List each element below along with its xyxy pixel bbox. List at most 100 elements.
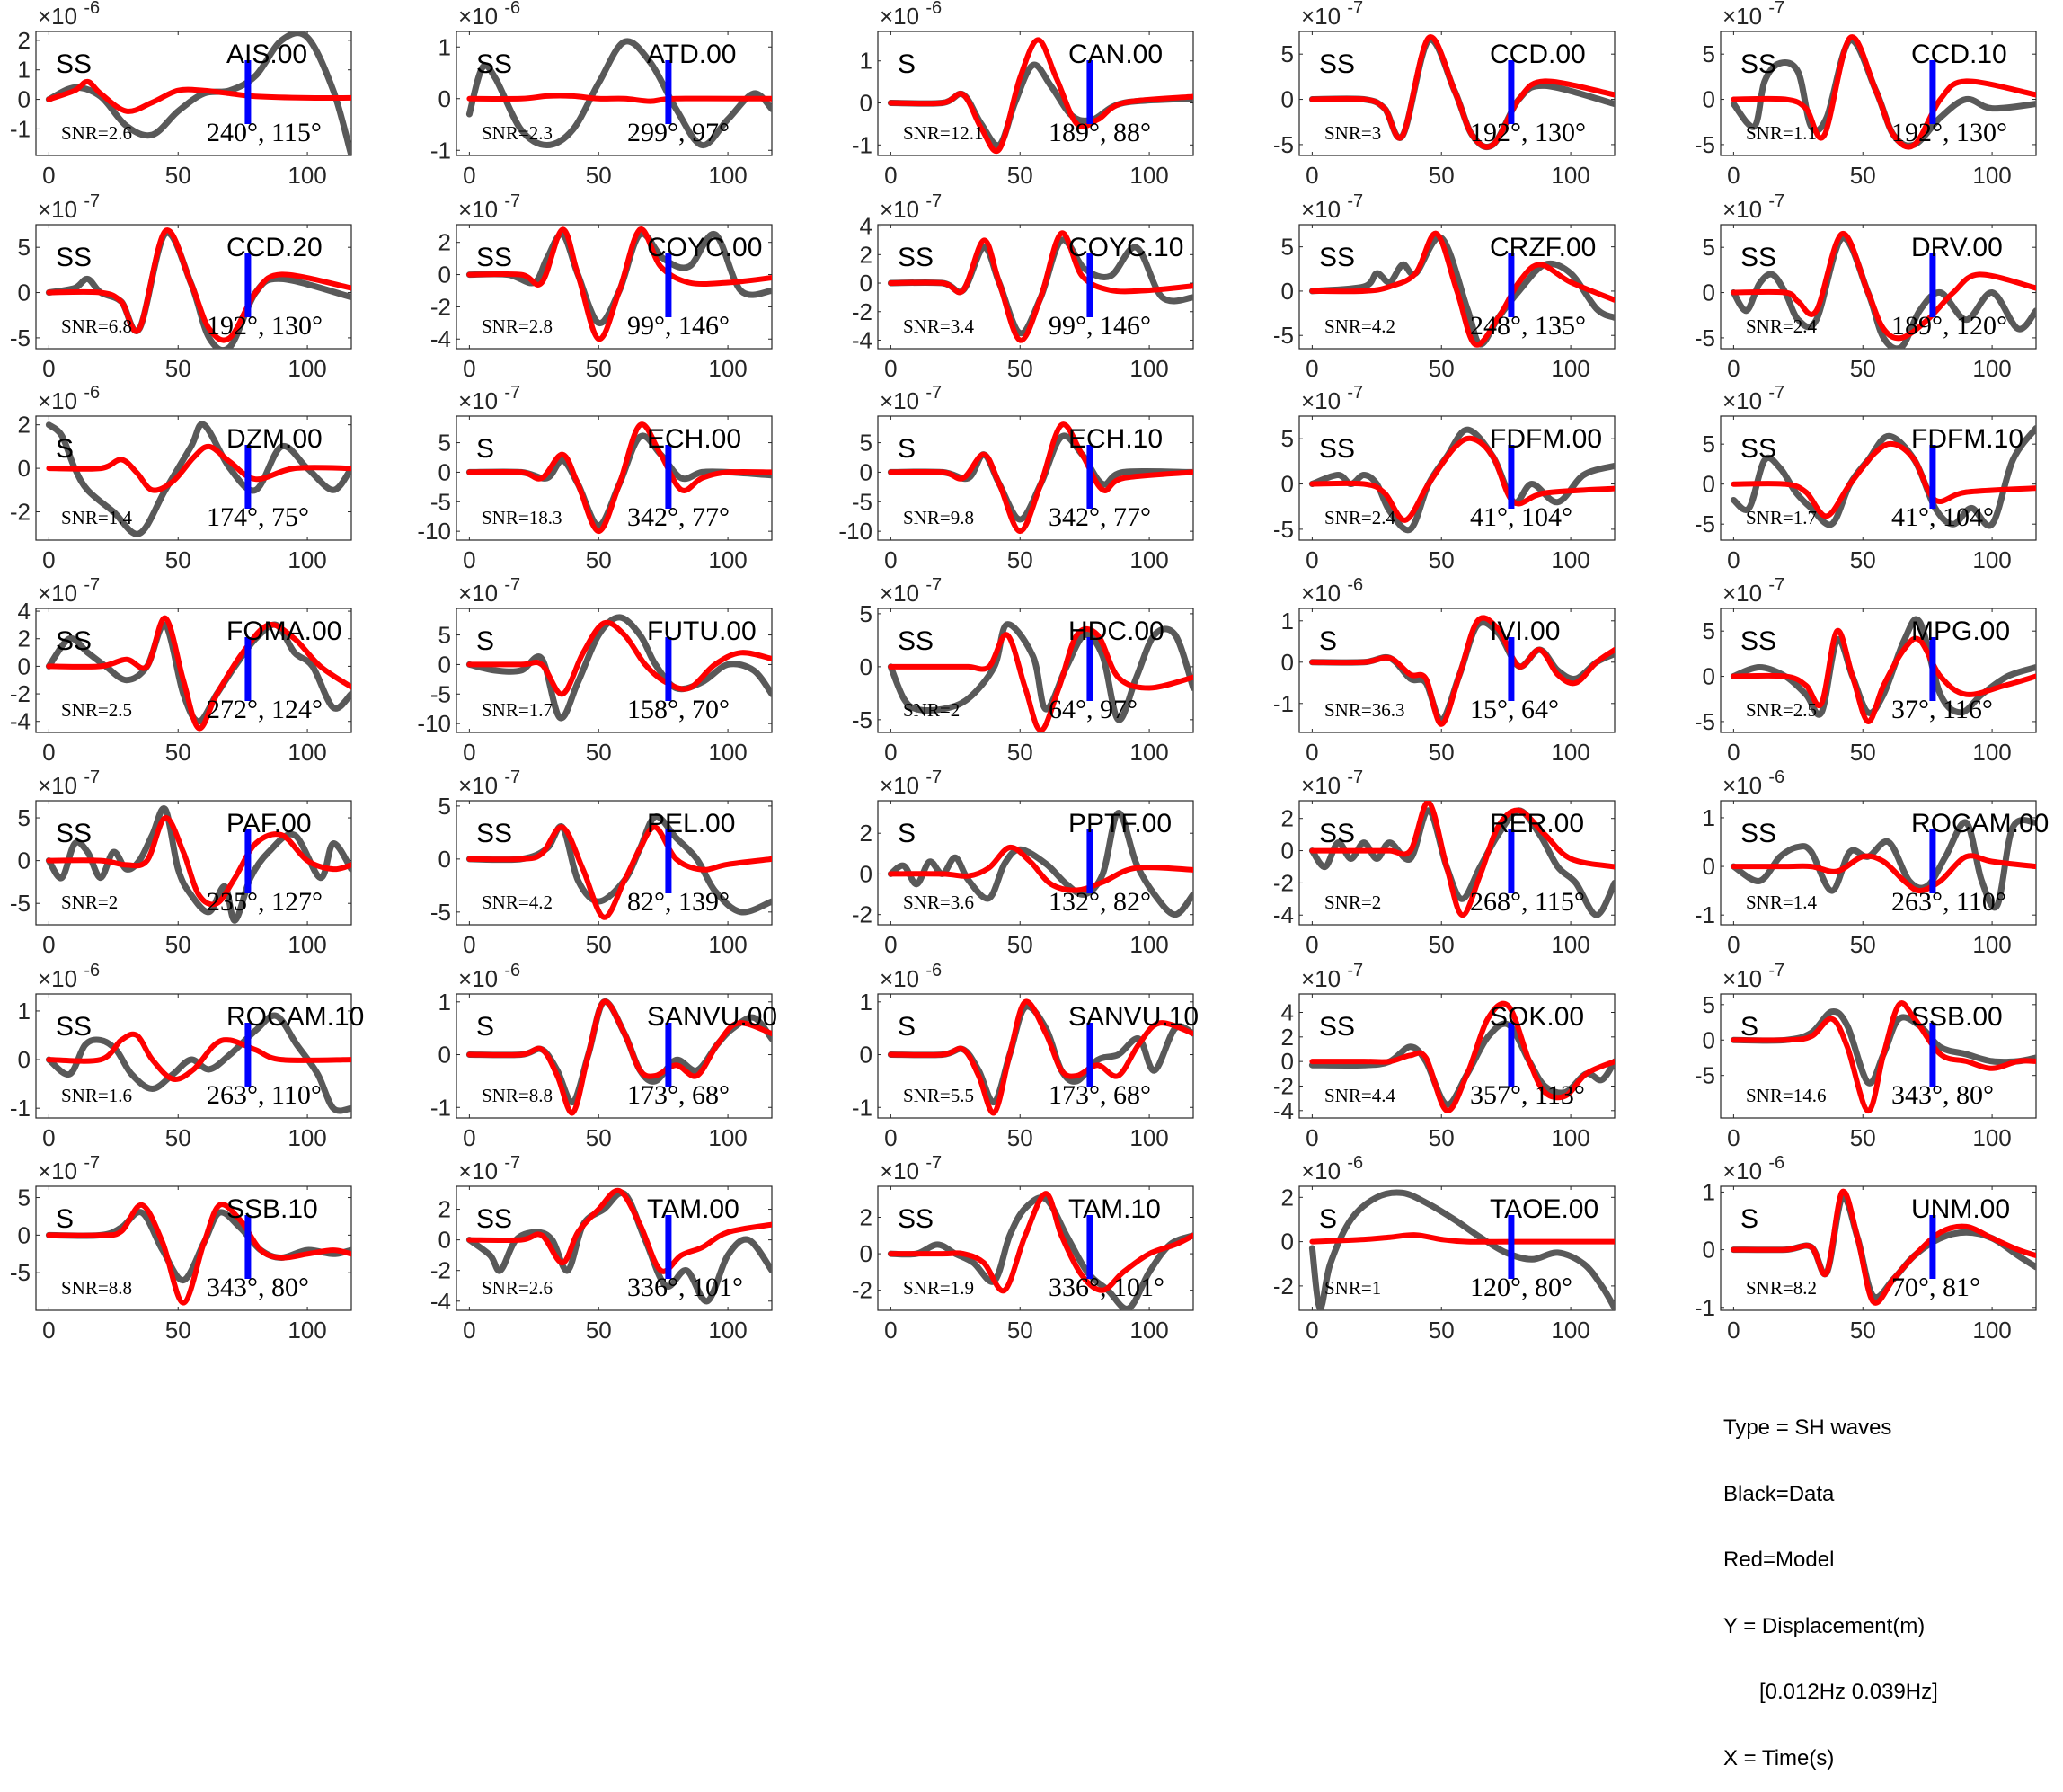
y-exponent-label: ×10 -7 bbox=[1301, 0, 1363, 30]
model-trace bbox=[888, 625, 1193, 732]
axes-box bbox=[877, 1185, 1194, 1311]
x-tick-label: 0 bbox=[1306, 1317, 1318, 1344]
y-tick-label: -2 bbox=[1273, 1273, 1294, 1300]
y-tick-label: 5 bbox=[1281, 40, 1294, 67]
y-tick-label: 1 bbox=[860, 989, 872, 1016]
snr-label: SNR=1.1 bbox=[1746, 122, 1817, 144]
phase-label: SS bbox=[1740, 626, 1776, 656]
axes-box bbox=[877, 31, 1194, 156]
y-tick-label: 0 bbox=[1281, 471, 1294, 498]
y-tick-label: 0 bbox=[18, 86, 31, 113]
data-trace bbox=[45, 421, 351, 537]
y-tick-label: -1 bbox=[852, 1094, 872, 1121]
y-exponent-value: -6 bbox=[504, 961, 520, 980]
y-tick-label: 0 bbox=[1703, 853, 1715, 880]
y-tick-label: 5 bbox=[438, 430, 451, 457]
azimuth-label: 174°, 75° bbox=[207, 502, 309, 532]
snr-label: SNR=1.9 bbox=[903, 1277, 974, 1299]
station-label: ATD.00 bbox=[647, 40, 736, 69]
x-tick-label: 100 bbox=[1129, 1317, 1168, 1344]
y-tick-label: -10 bbox=[417, 518, 451, 545]
x-tick-label: 0 bbox=[463, 1317, 475, 1344]
azimuth-label: 268°, 115° bbox=[1470, 887, 1585, 917]
panel-fdfm-00: 0 50 100 -5 0 5 ×10 -7 SS FDFM.00 SNR=2.4 41°, 104… bbox=[1273, 383, 1616, 573]
y-exponent-value: -7 bbox=[504, 1153, 520, 1173]
y-exponent-label: ×10 -6 bbox=[38, 383, 100, 414]
snr-label: SNR=1 bbox=[1324, 1277, 1381, 1299]
y-exponent-label: ×10 -7 bbox=[38, 767, 100, 799]
traces bbox=[887, 1191, 1193, 1310]
traces bbox=[1308, 426, 1615, 534]
station-label: CCD.10 bbox=[1911, 40, 2007, 69]
x-tick-label: 100 bbox=[1551, 1317, 1589, 1344]
x-tick-label: 0 bbox=[884, 931, 897, 958]
y-exponent-label: ×10 -7 bbox=[1722, 383, 1784, 414]
panel-ssb-10: 0 50 100 -5 0 5 ×10 -7 S SSB.10 SNR=8.8 343°, 80° bbox=[10, 1153, 352, 1344]
axes-box bbox=[877, 993, 1194, 1119]
snr-label: SNR=9.8 bbox=[903, 507, 974, 528]
azimuth-label: 240°, 115° bbox=[207, 118, 322, 147]
azimuth-label: 357°, 113° bbox=[1470, 1080, 1585, 1110]
model-trace bbox=[1731, 34, 2036, 150]
y-tick-label: -1 bbox=[1273, 690, 1294, 717]
y-tick-label: -5 bbox=[852, 706, 872, 733]
x-tick-label: 50 bbox=[165, 546, 191, 573]
snr-label: SNR=5.5 bbox=[903, 1085, 974, 1106]
phase-label: SS bbox=[1740, 434, 1776, 464]
axes-box bbox=[456, 608, 773, 733]
data-trace bbox=[1308, 234, 1615, 348]
x-tick-label: 50 bbox=[1007, 546, 1033, 573]
y-exponent-value: -7 bbox=[84, 191, 100, 211]
traces bbox=[465, 998, 772, 1116]
traces bbox=[45, 421, 351, 537]
axes-box bbox=[877, 800, 1194, 926]
traces bbox=[1730, 616, 2036, 724]
x-tick-label: 0 bbox=[463, 931, 475, 958]
traces bbox=[1308, 615, 1615, 727]
azimuth-label: 342°, 77° bbox=[1049, 502, 1151, 532]
y-exponent-value: -7 bbox=[504, 767, 520, 787]
azimuth-label: 336°, 101° bbox=[627, 1273, 743, 1302]
snr-label: SNR=6.8 bbox=[61, 315, 132, 337]
x-tick-label: 100 bbox=[708, 162, 747, 189]
x-tick-label: 50 bbox=[1850, 162, 1876, 189]
y-exponent-label: ×10 -7 bbox=[880, 383, 942, 414]
azimuth-label: 173°, 68° bbox=[1049, 1080, 1151, 1110]
y-tick-label: 4 bbox=[1281, 998, 1294, 1025]
y-tick-label: 2 bbox=[1281, 1184, 1294, 1211]
y-exponent-value: -7 bbox=[1347, 383, 1363, 403]
model-trace bbox=[1731, 440, 2036, 519]
panel-tam-00: 0 50 100 -4 -2 0 2 ×10 -7 SS TAM.00 SNR=2.6 336°, 1… bbox=[430, 1153, 773, 1344]
station-label: CRZF.00 bbox=[1490, 233, 1596, 262]
y-exponent-label: ×10 -6 bbox=[1722, 767, 1784, 799]
axes-box bbox=[35, 31, 352, 156]
y-exponent-label: ×10 -6 bbox=[458, 0, 520, 30]
phase-label: SS bbox=[1319, 243, 1355, 272]
snr-label: SNR=2 bbox=[61, 892, 118, 913]
x-tick-label: 100 bbox=[708, 739, 747, 766]
phase-label: S bbox=[56, 434, 74, 464]
y-tick-label: 0 bbox=[1703, 471, 1715, 498]
y-tick-label: 5 bbox=[438, 793, 451, 820]
station-label: FOMA.00 bbox=[226, 617, 341, 646]
snr-label: SNR=8.2 bbox=[1746, 1277, 1817, 1299]
y-tick-label: -5 bbox=[852, 488, 872, 515]
y-exponent-label: ×10 -7 bbox=[458, 767, 520, 799]
snr-label: SNR=1.7 bbox=[1746, 507, 1817, 528]
snr-label: SNR=14.6 bbox=[1746, 1085, 1826, 1106]
x-tick-label: 0 bbox=[884, 355, 897, 382]
y-tick-label: 0 bbox=[438, 85, 451, 112]
model-trace bbox=[466, 93, 772, 104]
x-tick-label: 50 bbox=[1007, 1124, 1033, 1151]
y-tick-label: -1 bbox=[1695, 1294, 1715, 1321]
station-label: TAM.00 bbox=[647, 1194, 739, 1224]
station-label: DZM.00 bbox=[226, 424, 323, 454]
y-tick-label: 1 bbox=[438, 33, 451, 60]
y-tick-label: -4 bbox=[1273, 1097, 1294, 1124]
axes-box bbox=[877, 415, 1194, 541]
y-tick-label: 0 bbox=[18, 279, 31, 306]
